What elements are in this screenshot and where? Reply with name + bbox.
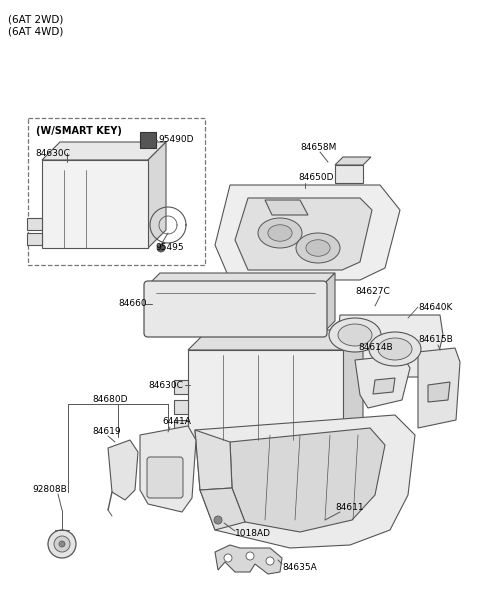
Ellipse shape (268, 225, 292, 241)
Circle shape (59, 541, 65, 547)
Polygon shape (343, 330, 363, 445)
Ellipse shape (296, 233, 340, 263)
Circle shape (157, 244, 165, 252)
Polygon shape (188, 350, 343, 445)
Circle shape (246, 552, 254, 560)
Text: 84680D: 84680D (92, 396, 128, 404)
Polygon shape (148, 142, 166, 248)
Ellipse shape (378, 338, 412, 360)
FancyBboxPatch shape (147, 457, 183, 498)
Ellipse shape (338, 324, 372, 346)
Text: 6441A: 6441A (162, 418, 191, 427)
Ellipse shape (338, 324, 372, 346)
Polygon shape (418, 348, 460, 428)
Ellipse shape (258, 218, 302, 248)
Polygon shape (27, 233, 42, 245)
Text: 1018AD: 1018AD (235, 530, 271, 539)
Text: (W/SMART KEY): (W/SMART KEY) (36, 126, 122, 136)
Polygon shape (335, 157, 371, 165)
Polygon shape (148, 273, 335, 285)
Circle shape (266, 557, 274, 565)
Ellipse shape (329, 318, 381, 352)
Text: (6AT 2WD): (6AT 2WD) (8, 14, 63, 24)
Polygon shape (337, 315, 443, 377)
Text: 95495: 95495 (155, 244, 184, 253)
Polygon shape (335, 165, 363, 183)
Circle shape (48, 530, 76, 558)
Text: 84630C: 84630C (148, 381, 183, 390)
Polygon shape (200, 488, 245, 530)
Text: 84658M: 84658M (300, 144, 336, 153)
Text: 84640K: 84640K (418, 302, 452, 311)
Bar (28, 118, 205, 265)
Polygon shape (108, 440, 138, 500)
Text: 84660: 84660 (118, 299, 146, 308)
Text: (6AT 4WD): (6AT 4WD) (8, 27, 63, 37)
Text: 84627C: 84627C (355, 287, 390, 296)
Polygon shape (174, 400, 188, 414)
Polygon shape (195, 430, 232, 490)
Polygon shape (230, 428, 385, 532)
Circle shape (214, 516, 222, 524)
Polygon shape (42, 142, 166, 160)
Ellipse shape (329, 318, 381, 352)
Polygon shape (373, 378, 395, 394)
Ellipse shape (369, 332, 421, 366)
Circle shape (224, 554, 232, 562)
Polygon shape (428, 382, 450, 402)
Ellipse shape (369, 332, 421, 366)
Polygon shape (188, 330, 363, 350)
Text: 84615B: 84615B (418, 336, 453, 344)
FancyBboxPatch shape (144, 281, 327, 337)
Polygon shape (174, 420, 188, 434)
Polygon shape (215, 185, 400, 280)
Text: 84619: 84619 (92, 427, 120, 436)
Polygon shape (355, 355, 410, 408)
Polygon shape (42, 160, 148, 248)
Text: 84630C: 84630C (35, 148, 70, 158)
Text: 95490D: 95490D (158, 136, 193, 144)
Circle shape (54, 536, 70, 552)
Ellipse shape (378, 338, 412, 360)
Ellipse shape (306, 240, 330, 256)
Polygon shape (265, 200, 308, 215)
Text: 84650D: 84650D (298, 173, 334, 182)
Polygon shape (323, 273, 335, 333)
Polygon shape (140, 132, 156, 148)
Text: 84635A: 84635A (282, 564, 317, 573)
Polygon shape (140, 426, 196, 512)
Polygon shape (195, 415, 415, 548)
Polygon shape (215, 545, 282, 574)
Polygon shape (27, 218, 42, 230)
Text: 84611: 84611 (335, 504, 364, 513)
Text: 84614B: 84614B (358, 344, 393, 353)
Text: 92808B: 92808B (32, 485, 67, 494)
Polygon shape (235, 198, 372, 270)
Polygon shape (174, 380, 188, 394)
